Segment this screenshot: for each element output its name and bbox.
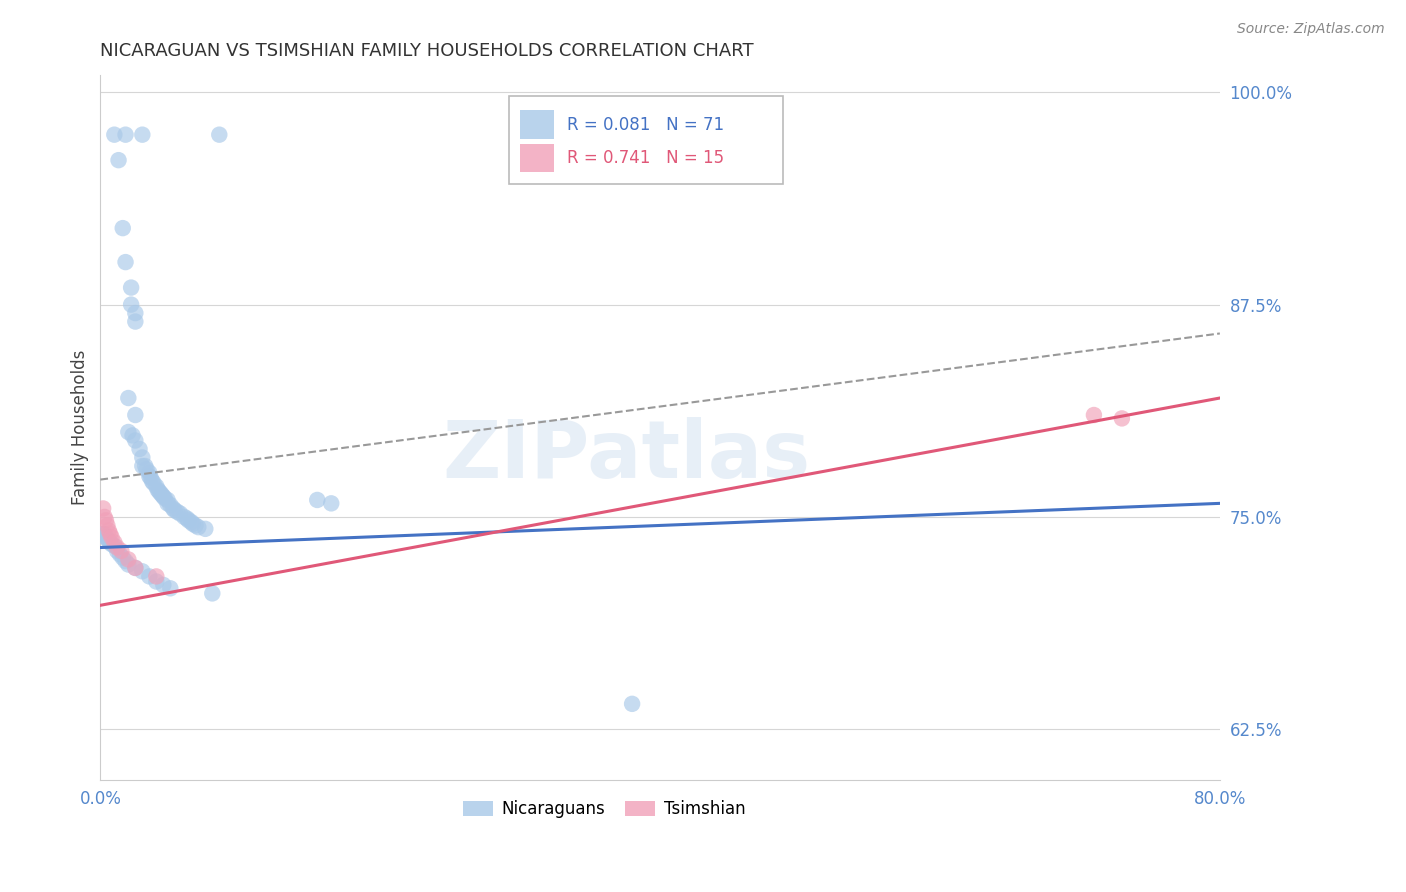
Tsimshian bbox=[124, 561, 146, 575]
Text: Source: ZipAtlas.com: Source: ZipAtlas.com bbox=[1237, 22, 1385, 37]
Nicaraguans bbox=[117, 425, 139, 439]
Nicaraguans bbox=[169, 507, 191, 521]
Text: R = 0.081   N = 71: R = 0.081 N = 71 bbox=[567, 116, 724, 134]
Nicaraguans bbox=[152, 490, 174, 504]
Tsimshian bbox=[97, 524, 120, 538]
Nicaraguans bbox=[181, 516, 204, 531]
Nicaraguans bbox=[131, 128, 153, 142]
Nicaraguans bbox=[180, 515, 202, 529]
Tsimshian bbox=[117, 552, 139, 566]
Nicaraguans bbox=[162, 501, 184, 516]
Nicaraguans bbox=[152, 578, 174, 592]
Nicaraguans bbox=[142, 475, 165, 490]
Nicaraguans bbox=[121, 428, 143, 442]
Text: NICARAGUAN VS TSIMSHIAN FAMILY HOUSEHOLDS CORRELATION CHART: NICARAGUAN VS TSIMSHIAN FAMILY HOUSEHOLD… bbox=[100, 42, 754, 60]
Nicaraguans bbox=[120, 297, 142, 311]
Nicaraguans bbox=[107, 153, 129, 168]
Nicaraguans bbox=[150, 488, 173, 502]
Nicaraguans bbox=[124, 561, 146, 575]
Nicaraguans bbox=[163, 503, 186, 517]
Nicaraguans bbox=[145, 574, 167, 589]
Nicaraguans bbox=[156, 496, 179, 510]
Nicaraguans bbox=[321, 496, 343, 510]
Nicaraguans bbox=[184, 518, 207, 533]
Nicaraguans bbox=[94, 530, 117, 544]
Tsimshian bbox=[98, 527, 121, 541]
Nicaraguans bbox=[114, 255, 136, 269]
Tsimshian bbox=[1111, 411, 1133, 425]
Nicaraguans bbox=[111, 550, 134, 565]
Nicaraguans bbox=[159, 498, 181, 512]
Tsimshian bbox=[103, 535, 125, 549]
Nicaraguans bbox=[131, 450, 153, 465]
Nicaraguans bbox=[131, 458, 153, 473]
Nicaraguans bbox=[117, 391, 139, 405]
Legend: Nicaraguans, Tsimshian: Nicaraguans, Tsimshian bbox=[457, 794, 752, 825]
Tsimshian bbox=[94, 513, 117, 527]
Nicaraguans bbox=[176, 511, 198, 525]
Nicaraguans bbox=[173, 510, 195, 524]
Nicaraguans bbox=[124, 314, 146, 328]
Nicaraguans bbox=[114, 554, 136, 568]
Nicaraguans bbox=[98, 535, 121, 549]
Nicaraguans bbox=[105, 544, 128, 558]
Nicaraguans bbox=[307, 492, 329, 507]
Nicaraguans bbox=[149, 486, 172, 500]
Nicaraguans bbox=[166, 505, 188, 519]
Nicaraguans bbox=[91, 527, 114, 541]
Tsimshian bbox=[105, 541, 128, 555]
Nicaraguans bbox=[138, 466, 160, 480]
Nicaraguans bbox=[128, 442, 150, 456]
Nicaraguans bbox=[97, 533, 120, 548]
FancyBboxPatch shape bbox=[509, 96, 783, 185]
Nicaraguans bbox=[114, 128, 136, 142]
Nicaraguans bbox=[146, 483, 169, 497]
Nicaraguans bbox=[124, 434, 146, 448]
Tsimshian bbox=[110, 544, 132, 558]
Nicaraguans bbox=[100, 537, 122, 551]
Tsimshian bbox=[96, 518, 118, 533]
Nicaraguans bbox=[177, 513, 200, 527]
Nicaraguans bbox=[103, 128, 125, 142]
Tsimshian bbox=[1083, 408, 1105, 422]
Nicaraguans bbox=[120, 280, 142, 294]
Nicaraguans bbox=[138, 569, 160, 583]
Nicaraguans bbox=[145, 479, 167, 493]
Tsimshian bbox=[91, 501, 114, 516]
Text: R = 0.741   N = 15: R = 0.741 N = 15 bbox=[567, 149, 724, 167]
Nicaraguans bbox=[621, 697, 644, 711]
Tsimshian bbox=[100, 530, 122, 544]
Tsimshian bbox=[145, 569, 167, 583]
Nicaraguans bbox=[201, 586, 224, 600]
Nicaraguans bbox=[187, 520, 209, 534]
Nicaraguans bbox=[117, 558, 139, 572]
Nicaraguans bbox=[108, 547, 131, 561]
Nicaraguans bbox=[135, 462, 157, 476]
Nicaraguans bbox=[139, 471, 162, 485]
Nicaraguans bbox=[153, 491, 176, 506]
Y-axis label: Family Households: Family Households bbox=[72, 350, 89, 506]
Nicaraguans bbox=[124, 306, 146, 320]
Nicaraguans bbox=[194, 522, 217, 536]
FancyBboxPatch shape bbox=[520, 144, 554, 172]
Nicaraguans bbox=[96, 532, 118, 546]
Nicaraguans bbox=[141, 475, 163, 489]
Nicaraguans bbox=[159, 582, 181, 596]
Nicaraguans bbox=[208, 128, 231, 142]
Tsimshian bbox=[93, 510, 115, 524]
Nicaraguans bbox=[103, 539, 125, 553]
Nicaraguans bbox=[138, 469, 160, 483]
Text: ZIPatlas: ZIPatlas bbox=[443, 417, 811, 495]
Nicaraguans bbox=[148, 484, 170, 499]
FancyBboxPatch shape bbox=[520, 111, 554, 138]
Nicaraguans bbox=[131, 564, 153, 578]
Nicaraguans bbox=[124, 408, 146, 422]
Nicaraguans bbox=[93, 527, 115, 541]
Nicaraguans bbox=[111, 221, 134, 235]
Nicaraguans bbox=[134, 458, 156, 473]
Nicaraguans bbox=[156, 492, 179, 507]
